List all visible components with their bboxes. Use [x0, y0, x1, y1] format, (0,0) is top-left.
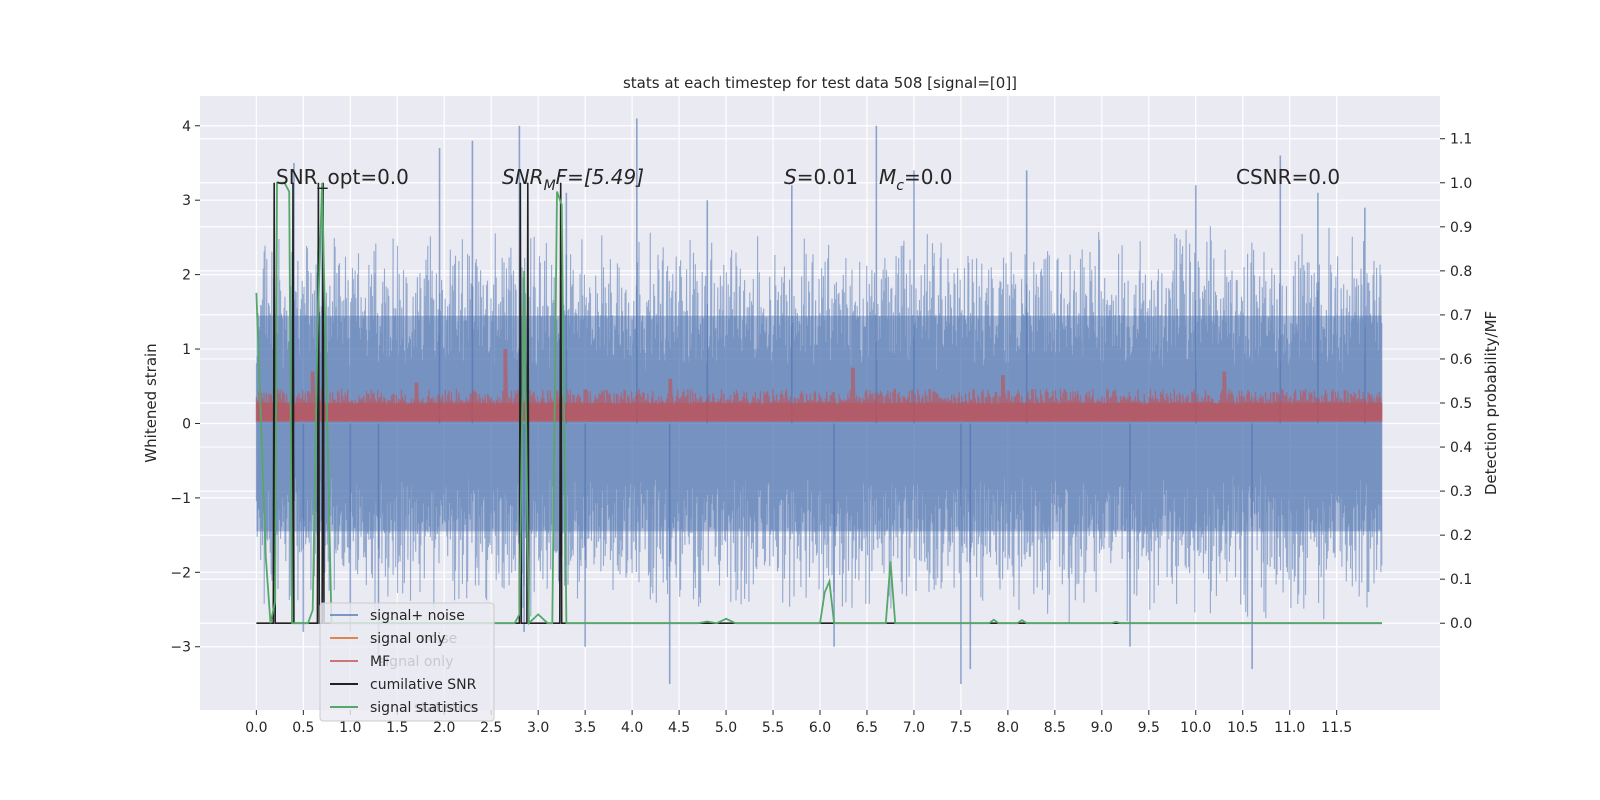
- chart-title: stats at each timestep for test data 508…: [623, 74, 1017, 92]
- y-tick-label: 2: [182, 268, 191, 284]
- legend-box: [319, 602, 495, 722]
- series-mf: [255, 348, 1383, 423]
- x-tick-label: 6.5: [856, 720, 878, 736]
- x-tick-label: 7.5: [950, 720, 972, 736]
- mf-trace: [255, 348, 1383, 423]
- legend-label: signal statistics: [370, 700, 478, 716]
- mc-label: M: [879, 165, 896, 189]
- y2-tick-label: 0.9: [1450, 220, 1472, 236]
- y2-tick-label: 1.1: [1450, 132, 1472, 148]
- y-tick-label: −2: [170, 565, 191, 581]
- y-axis-left: 4 3 2 1 0 −1 −2 −3: [170, 119, 200, 656]
- y2-tick-label: 0.8: [1450, 264, 1472, 280]
- x-axis: 0.0 0.5 1.0 1.5 2.0 2.5 3.0 3.5 4.0 4.5 5.0 5.5 6.0 6…: [245, 710, 1352, 736]
- y-tick-label: −3: [170, 640, 191, 656]
- y-tick-label: 1: [182, 342, 191, 358]
- noise-core: [256, 315, 1382, 532]
- y-tick-label: 4: [182, 119, 191, 135]
- x-tick-label: 4.5: [668, 720, 690, 736]
- annotation-snr-mf: SNRMF=[5.49]: [502, 165, 644, 194]
- y-tick-label: −1: [170, 491, 191, 507]
- y2-tick-label: 0.1: [1450, 572, 1472, 588]
- x-tick-label: 0.5: [292, 720, 314, 736]
- snr-mf-base: SNR: [502, 165, 544, 189]
- snr-mf-sub: M: [544, 178, 556, 194]
- y2-tick-label: 1.0: [1450, 176, 1472, 192]
- x-tick-label: 7.0: [903, 720, 925, 736]
- legend-ghost-signal-only: signal only: [378, 654, 453, 670]
- mc-sub: c: [896, 178, 904, 194]
- x-tick-label: 1.5: [386, 720, 408, 736]
- legend-ghost-statistics: statistics: [414, 700, 476, 716]
- mc-value: =0.0: [904, 165, 953, 189]
- x-tick-label: 2.0: [433, 720, 455, 736]
- y2-tick-label: 0.0: [1450, 616, 1472, 632]
- x-tick-label: 3.5: [574, 720, 596, 736]
- snr-mf-rest: F=[5.49]: [556, 165, 644, 189]
- annotation-csnr: CSNR=0.0: [1236, 165, 1340, 189]
- series-layer: [255, 118, 1383, 684]
- legend-label: signal+ noise: [370, 608, 465, 624]
- annotation-mc: Mc=0.0: [879, 165, 953, 194]
- x-tick-label: 9.5: [1138, 720, 1160, 736]
- legend-ghost-noise: noise: [420, 631, 457, 647]
- x-tick-label: 5.5: [762, 720, 784, 736]
- x-tick-label: 3.0: [527, 720, 549, 736]
- legend-label: signal only: [370, 631, 445, 647]
- annotation-snr-opt: SNR_opt=0.0: [276, 165, 409, 189]
- s-label: S: [784, 165, 797, 189]
- annotation-s: S=0.01: [784, 165, 858, 189]
- x-tick-label: 1.0: [339, 720, 361, 736]
- mf-core: [256, 402, 1382, 421]
- y2-tick-label: 0.2: [1450, 528, 1472, 544]
- y-axis-label: Whitened strain: [142, 343, 160, 462]
- y2-tick-label: 0.5: [1450, 396, 1472, 412]
- x-tick-label: 6.0: [809, 720, 831, 736]
- s-value: =0.01: [797, 165, 858, 189]
- y-tick-label: 0: [182, 416, 191, 432]
- legend-label: MF: [370, 654, 390, 670]
- series-cumilative-snr: [256, 182, 1382, 625]
- legend-label: cumilative SNR: [370, 677, 477, 693]
- x-tick-label: 11.0: [1274, 720, 1305, 736]
- x-tick-label: 9.0: [1091, 720, 1113, 736]
- x-tick-label: 10.5: [1227, 720, 1258, 736]
- x-tick-label: 0.0: [245, 720, 267, 736]
- x-tick-label: 2.5: [480, 720, 502, 736]
- x-tick-label: 10.0: [1180, 720, 1211, 736]
- x-tick-label: 4.0: [621, 720, 643, 736]
- x-tick-label: 8.0: [997, 720, 1019, 736]
- y-axis-right: 1.1 1.0 0.9 0.8 0.7 0.6 0.5 0.4 0.3 0.2 0.1 0.0: [1440, 132, 1472, 632]
- legend: noise signal only statistics signal+ noi…: [319, 602, 495, 722]
- y2-tick-label: 0.7: [1450, 308, 1472, 324]
- y-tick-label: 3: [182, 193, 191, 209]
- x-tick-label: 5.0: [715, 720, 737, 736]
- y2-tick-label: 0.3: [1450, 484, 1472, 500]
- y2-axis-label: Detection probability/MF: [1482, 311, 1500, 495]
- y2-tick-label: 0.4: [1450, 440, 1472, 456]
- series-signal-noise: [255, 118, 1383, 684]
- x-tick-label: 8.5: [1044, 720, 1066, 736]
- x-tick-label: 11.5: [1321, 720, 1352, 736]
- y2-tick-label: 0.6: [1450, 352, 1472, 368]
- series-signal-statistics: [255, 181, 1382, 626]
